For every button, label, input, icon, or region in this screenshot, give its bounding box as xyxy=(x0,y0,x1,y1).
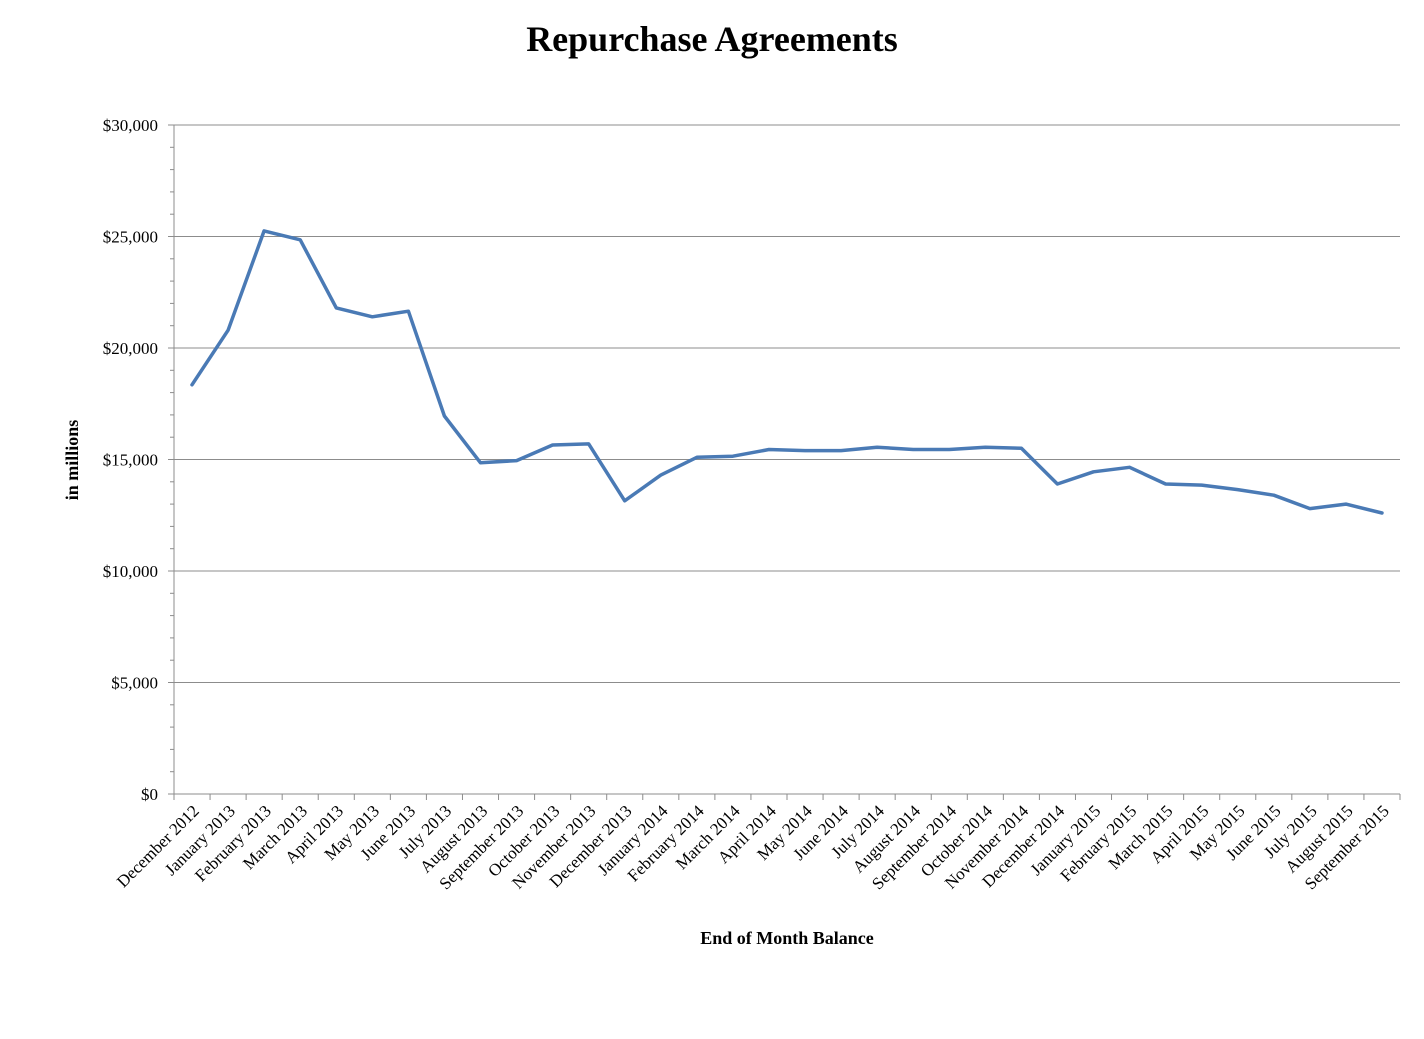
data-point xyxy=(334,306,338,310)
data-point xyxy=(875,445,879,449)
y-tick-label: $10,000 xyxy=(103,562,158,581)
data-point xyxy=(1308,507,1312,511)
data-point xyxy=(911,447,915,451)
y-tick-label: $20,000 xyxy=(103,339,158,358)
data-point xyxy=(983,445,987,449)
y-tick-label: $5,000 xyxy=(111,674,158,693)
y-axis-title: in millions xyxy=(62,420,82,501)
data-point xyxy=(190,383,194,387)
data-point xyxy=(1164,482,1168,486)
data-point xyxy=(298,238,302,242)
y-tick-label: $25,000 xyxy=(103,228,158,247)
data-point xyxy=(442,414,446,418)
axes xyxy=(168,124,1401,800)
data-point xyxy=(1344,502,1348,506)
data-point xyxy=(1272,493,1276,497)
data-point xyxy=(839,449,843,453)
data-point xyxy=(406,309,410,313)
series-line xyxy=(190,229,1384,515)
data-point xyxy=(1092,470,1096,474)
tick-labels: $0 $5,000 $10,000 $15,000 $20,000 $25,000 $30,… xyxy=(103,116,1393,893)
data-point xyxy=(515,459,519,463)
data-point xyxy=(370,315,374,319)
data-point xyxy=(947,447,951,451)
data-point xyxy=(803,449,807,453)
data-point xyxy=(731,454,735,458)
data-point xyxy=(1128,465,1132,469)
data-point xyxy=(659,473,663,477)
data-point xyxy=(1236,488,1240,492)
data-point xyxy=(479,461,483,465)
x-axis-title: End of Month Balance xyxy=(700,928,874,948)
data-point xyxy=(262,229,266,233)
chart-title: Repurchase Agreements xyxy=(526,19,898,59)
series-layer xyxy=(190,229,1384,515)
data-point xyxy=(767,447,771,451)
data-point xyxy=(1019,446,1023,450)
grid-lines xyxy=(174,124,1400,683)
data-point xyxy=(695,455,699,459)
y-tick-label: $30,000 xyxy=(103,116,158,135)
data-point xyxy=(623,499,627,503)
y-tick-label: $0 xyxy=(141,785,158,804)
data-point xyxy=(1055,482,1059,486)
y-tick-label: $15,000 xyxy=(103,451,158,470)
data-point xyxy=(1380,511,1384,515)
data-point xyxy=(1200,483,1204,487)
data-point xyxy=(226,328,230,332)
data-point xyxy=(551,443,555,447)
data-point xyxy=(587,442,591,446)
